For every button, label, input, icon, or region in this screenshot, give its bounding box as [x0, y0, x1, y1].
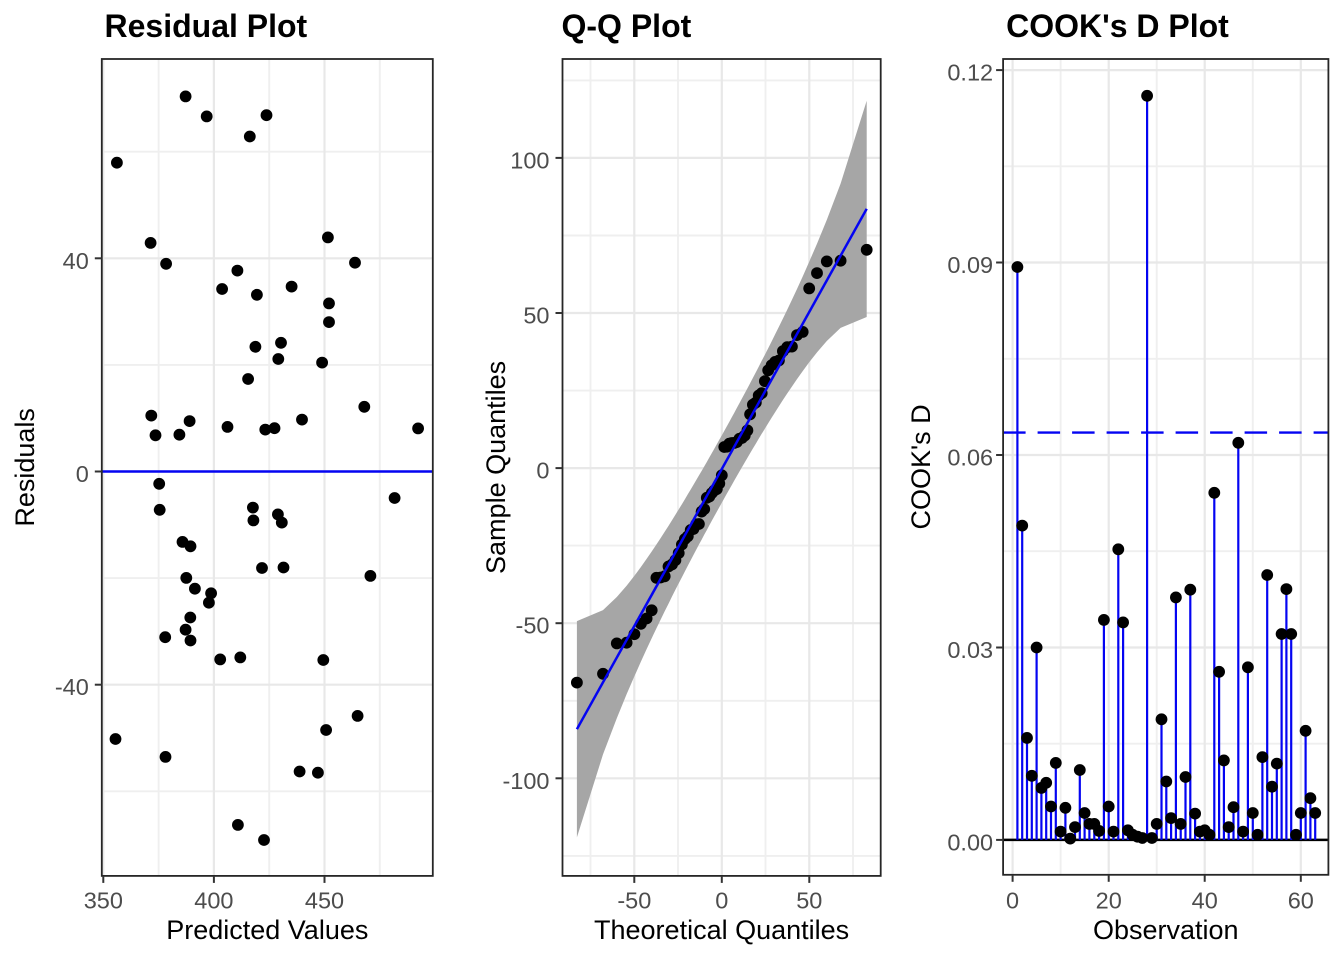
- svg-text:Sample Quantiles: Sample Quantiles: [481, 361, 511, 574]
- svg-text:0: 0: [1006, 888, 1019, 914]
- svg-text:100: 100: [510, 147, 549, 173]
- svg-text:COOK's D: COOK's D: [906, 404, 936, 529]
- svg-text:Residual Plot: Residual Plot: [105, 8, 308, 44]
- svg-text:0.03: 0.03: [947, 637, 993, 663]
- svg-text:Residuals: Residuals: [10, 408, 40, 527]
- svg-text:COOK's D Plot: COOK's D Plot: [1006, 8, 1229, 44]
- svg-text:40: 40: [1192, 888, 1218, 914]
- svg-text:0.00: 0.00: [947, 829, 993, 855]
- svg-text:Observation: Observation: [1093, 915, 1239, 945]
- svg-text:400: 400: [194, 888, 233, 914]
- svg-text:50: 50: [796, 888, 822, 914]
- svg-text:60: 60: [1288, 888, 1314, 914]
- svg-text:450: 450: [305, 888, 344, 914]
- svg-text:350: 350: [84, 888, 123, 914]
- svg-text:Predicted Values: Predicted Values: [166, 915, 368, 945]
- svg-text:-40: -40: [55, 674, 89, 700]
- svg-text:-50: -50: [617, 888, 651, 914]
- svg-text:50: 50: [523, 303, 549, 329]
- svg-text:0.09: 0.09: [947, 252, 993, 278]
- svg-text:0.06: 0.06: [947, 445, 993, 471]
- svg-text:-50: -50: [516, 613, 550, 639]
- svg-text:0: 0: [76, 461, 89, 487]
- svg-text:40: 40: [63, 248, 89, 274]
- svg-text:Theoretical Quantiles: Theoretical Quantiles: [594, 915, 849, 945]
- svg-text:20: 20: [1096, 888, 1122, 914]
- svg-text:-100: -100: [502, 768, 549, 794]
- svg-text:0: 0: [715, 888, 728, 914]
- svg-text:0.12: 0.12: [947, 60, 993, 86]
- svg-text:0: 0: [536, 458, 549, 484]
- svg-text:Q-Q Plot: Q-Q Plot: [562, 8, 692, 44]
